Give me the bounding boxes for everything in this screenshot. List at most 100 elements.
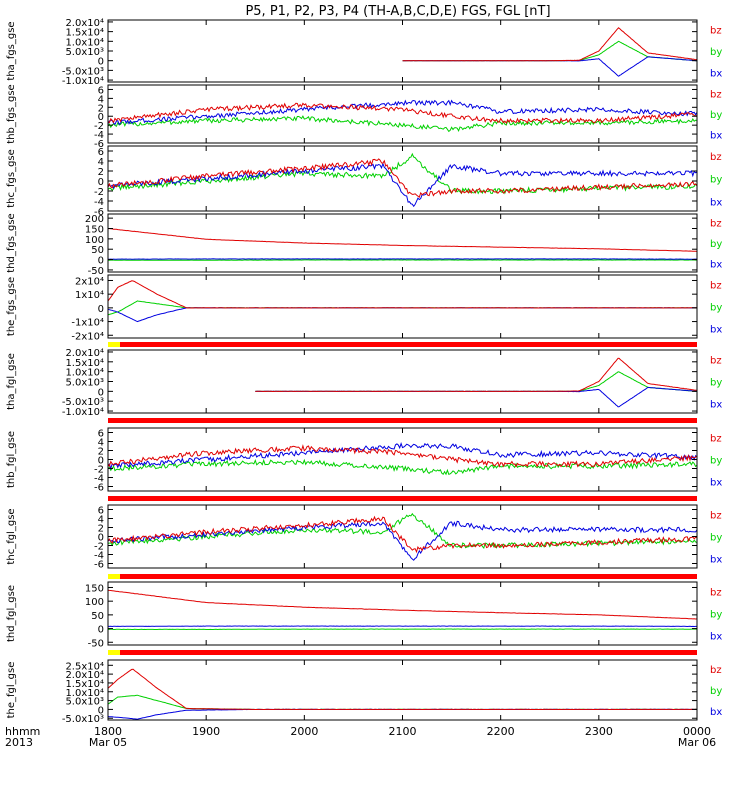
status-bar xyxy=(108,650,697,655)
panel-frame xyxy=(107,274,698,339)
y-tick-label: 50 xyxy=(91,611,104,622)
y-tick-label: 0 xyxy=(98,533,104,544)
x-tick-label: 1900 xyxy=(192,725,220,738)
y-tick-label: -4 xyxy=(94,474,104,485)
x-axis-row-label: hhmm xyxy=(5,725,40,738)
x-axis-start-date: Mar 05 xyxy=(89,736,127,749)
y-tick-label: 0 xyxy=(98,387,104,398)
y-tick-label: 1.0x10⁴ xyxy=(65,368,104,379)
series-line-bz xyxy=(107,102,698,125)
y-tick-label: 4 xyxy=(98,515,104,526)
status-bar-segment xyxy=(108,342,120,347)
y-tick-label: 0 xyxy=(98,456,104,467)
status-bar xyxy=(108,574,697,579)
component-label-bz: bz xyxy=(710,25,722,36)
series-line-bz xyxy=(107,228,698,252)
y-tick-label: -5.0x10³ xyxy=(62,714,104,725)
y-tick-label: 6 xyxy=(98,85,104,96)
y-tick-label: -50 xyxy=(88,638,104,649)
y-tick-label: 1.0x10⁴ xyxy=(65,688,104,699)
y-tick-label: -1.0x10⁴ xyxy=(62,407,104,418)
series-line-bx xyxy=(108,258,697,260)
y-tick-label: 4 xyxy=(98,438,104,449)
y-tick-label: 4 xyxy=(98,157,104,168)
y-tick-label: 1.5x10⁴ xyxy=(65,358,104,369)
component-label-bz: bz xyxy=(710,665,722,676)
y-tick-label: 5.0x10³ xyxy=(65,47,104,58)
y-tick-label: 100 xyxy=(85,235,104,246)
y-tick-label: 0 xyxy=(98,625,104,636)
component-label-bz: bz xyxy=(710,90,722,101)
component-label-by: by xyxy=(710,239,722,250)
series-line-bz xyxy=(255,357,697,393)
y-tick-label: 4 xyxy=(98,94,104,105)
y-tick-label: 6 xyxy=(98,506,104,517)
series-line-bz xyxy=(107,158,698,199)
component-label-bx: bx xyxy=(710,325,722,336)
y-tick-label: 5.0x10³ xyxy=(65,697,104,708)
component-label-bx: bx xyxy=(710,69,722,80)
y-tick-label: -5.0x10³ xyxy=(62,397,104,408)
y-axis-label: thd_fgl_gse xyxy=(6,585,17,642)
panels-group: 2.0x10⁴1.5x10⁴1.0x10⁴5.0x10³0-5.0x10³-1.… xyxy=(6,18,722,725)
series-line-bx xyxy=(107,307,698,323)
status-bar xyxy=(108,496,697,501)
y-axis-label: thb_fgs_gse xyxy=(6,84,17,143)
component-label-bz: bz xyxy=(710,510,722,521)
y-tick-label: -4 xyxy=(94,197,104,208)
status-bar-segment xyxy=(108,650,120,655)
component-label-by: by xyxy=(710,686,722,697)
panel-frame xyxy=(107,427,698,492)
y-tick-label: -6 xyxy=(94,560,104,571)
series-line-bz xyxy=(107,280,697,309)
y-tick-label: 0 xyxy=(98,57,104,68)
component-label-bx: bx xyxy=(710,400,722,411)
y-tick-label: -2 xyxy=(94,465,104,476)
y-axis-label: thc_fgs_gse xyxy=(6,149,17,208)
y-tick-label: 0 xyxy=(98,112,104,123)
y-axis-label: the_fgs_gse xyxy=(6,277,17,336)
y-tick-label: 0 xyxy=(98,256,104,267)
y-tick-label: 2.0x10⁴ xyxy=(65,670,104,681)
panel-frame xyxy=(107,84,698,144)
component-label-by: by xyxy=(710,303,722,314)
x-axis-year-label: 2013 xyxy=(5,736,33,749)
y-tick-label: 1.0x10⁴ xyxy=(65,37,104,48)
x-axis-end-date: Mar 06 xyxy=(678,736,716,749)
y-tick-label: -6 xyxy=(94,207,104,218)
series-line-by xyxy=(402,40,698,62)
y-tick-label: 2.0x10⁴ xyxy=(65,348,104,359)
x-tick-label: 0000 xyxy=(683,725,711,738)
panel-frame xyxy=(107,581,698,646)
series-line-by xyxy=(107,694,698,711)
component-label-bx: bx xyxy=(710,555,722,566)
y-tick-label: 2 xyxy=(98,524,104,535)
y-tick-label: 1.5x10⁴ xyxy=(65,28,104,39)
component-label-bx: bx xyxy=(710,259,722,270)
y-tick-label: 6 xyxy=(98,147,104,158)
series-line-by xyxy=(107,512,698,550)
y-tick-label: 6 xyxy=(98,429,104,440)
panel-thd_fgl_gse: 150 100 50 0 -50 thd_fgl_gse bz by bx xyxy=(6,581,722,655)
panel-tha_fgs_gse: 2.0x10⁴1.5x10⁴1.0x10⁴5.0x10³0-5.0x10³-1.… xyxy=(6,18,722,87)
series-line-bx xyxy=(107,99,698,126)
component-label-by: by xyxy=(710,533,722,544)
y-tick-label: 2.0x10⁴ xyxy=(65,18,104,29)
y-tick-label: -50 xyxy=(88,266,104,277)
series-line-bx xyxy=(255,387,697,408)
y-tick-label: -6 xyxy=(94,483,104,494)
x-tick-label: 1800 xyxy=(94,725,122,738)
component-label-by: by xyxy=(710,378,722,389)
y-tick-label: 1.5x10⁴ xyxy=(65,679,104,690)
y-tick-label: -4 xyxy=(94,551,104,562)
series-line-bz xyxy=(107,668,697,711)
series-line-bx xyxy=(107,520,698,561)
series-line-bx xyxy=(107,162,698,208)
y-tick-label: 2x10⁴ xyxy=(75,276,104,287)
y-tick-label: -4 xyxy=(94,130,104,141)
y-tick-label: 2 xyxy=(98,447,104,458)
